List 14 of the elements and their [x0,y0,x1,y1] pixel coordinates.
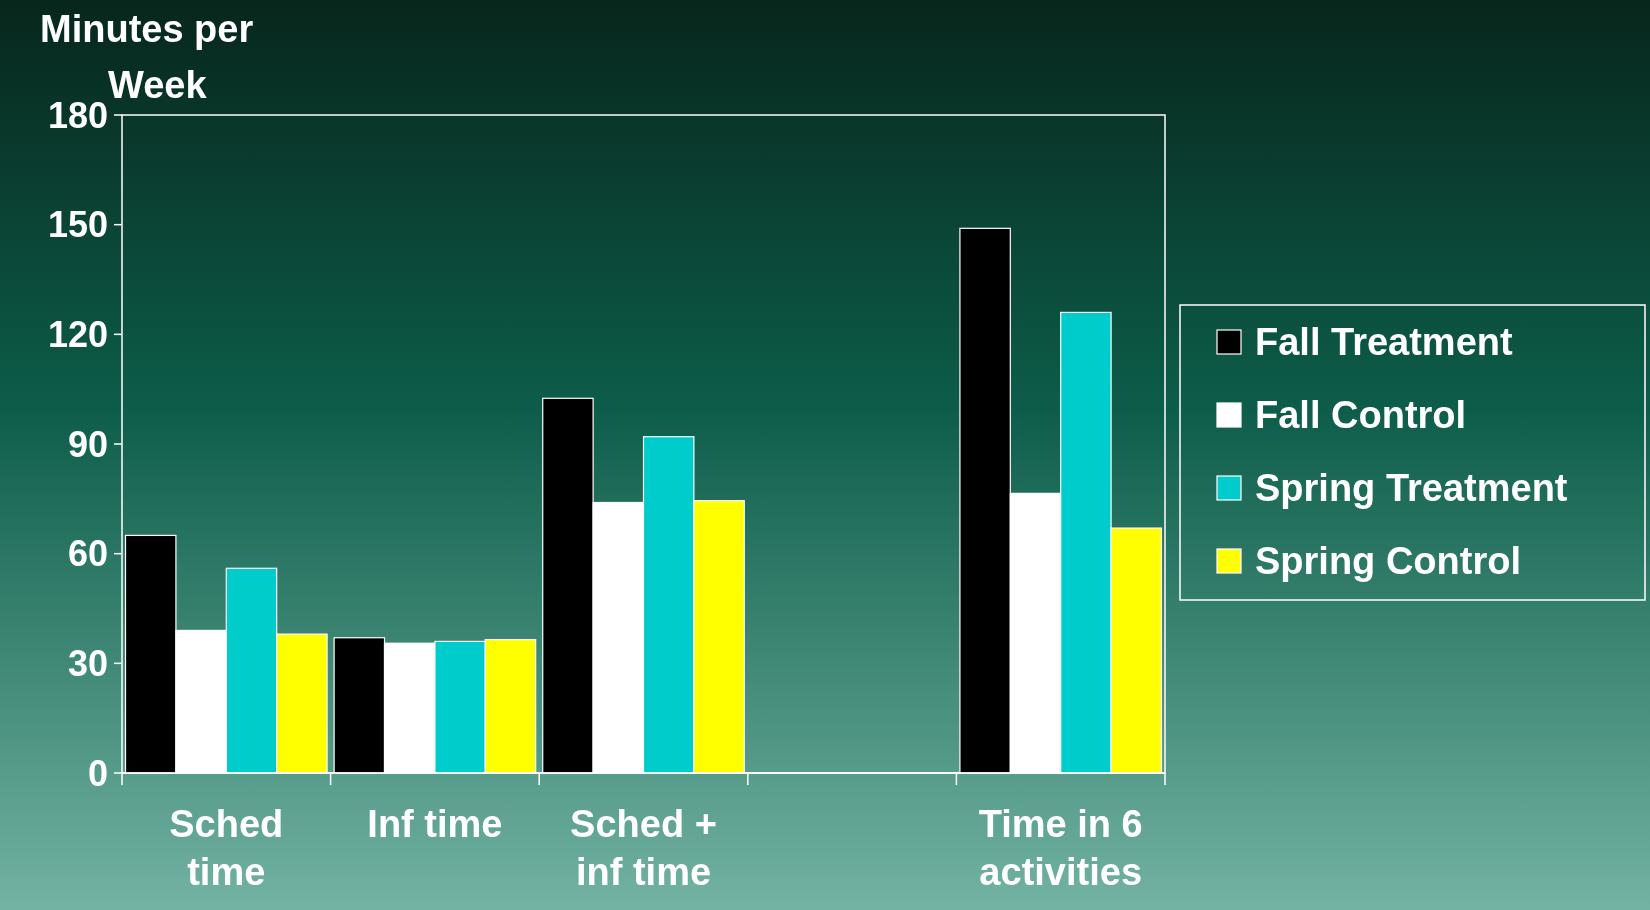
legend-label: Fall Control [1255,394,1467,437]
y-tick-label: 30 [67,642,108,684]
x-tick-label: Sched time [169,803,284,893]
y-tick-label: 60 [67,533,108,575]
x-tick-label: Time in 6 activities [978,803,1143,893]
x-tick-label: Inf time [367,803,503,845]
legend-label: Fall Treatment [1255,321,1513,364]
x-tick-label: Sched + inf time [570,803,717,893]
y-tick-label: 0 [87,752,108,794]
y-tick-label: 90 [67,423,108,465]
y-tick-label: 150 [47,204,108,246]
legend-label: Spring Treatment [1255,467,1568,510]
y-tick-label: 120 [47,313,108,355]
legend-label: Spring Control [1255,540,1521,583]
